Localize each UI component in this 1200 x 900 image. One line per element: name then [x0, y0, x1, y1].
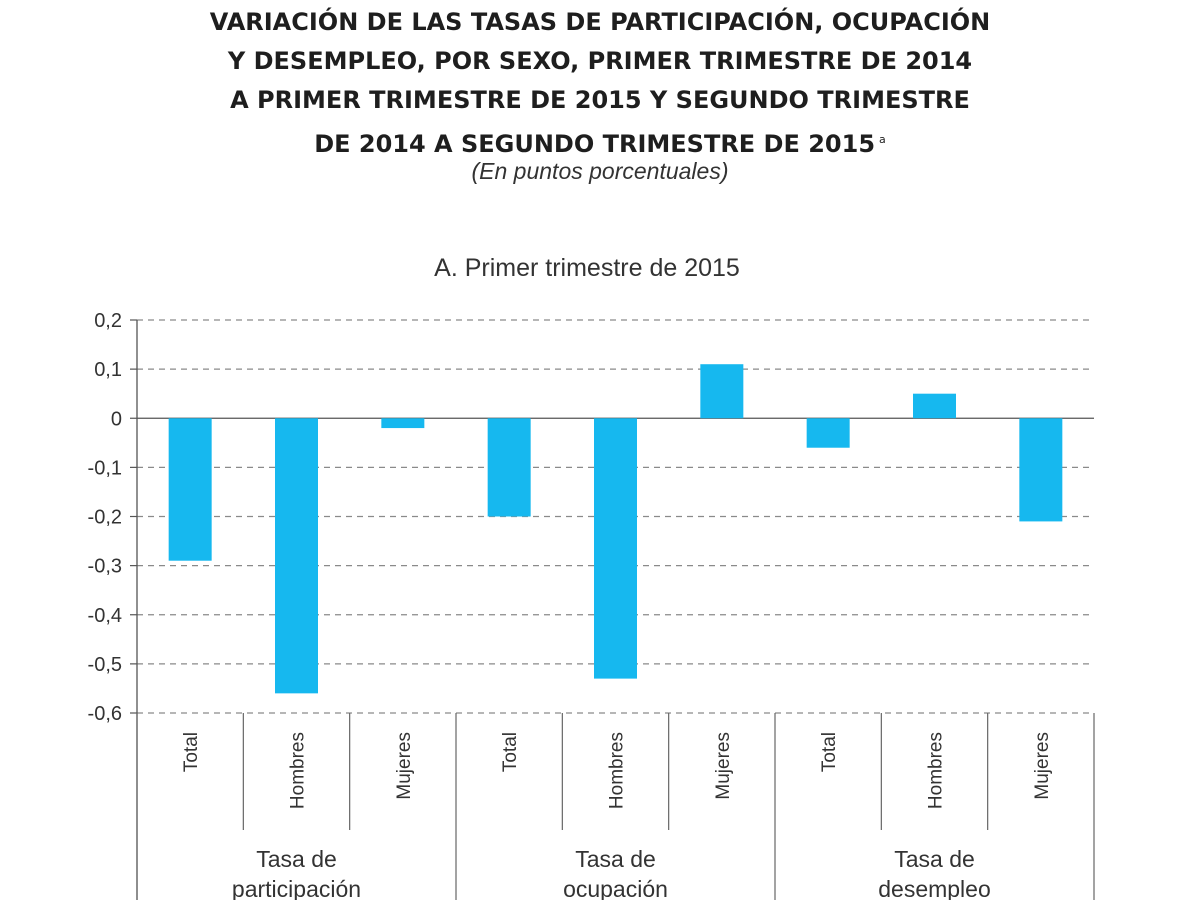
- axis-labels: 0,2 0,1 0 -0,1 -0,2 -0,3 -0,4 -0,5 -0,6 Total Homb…: [88, 310, 1053, 900]
- group-label: Tasa de: [256, 846, 337, 872]
- category-label: Hombres: [607, 732, 628, 809]
- bar: [1019, 418, 1063, 522]
- group-label: desempleo: [878, 876, 991, 900]
- category-label: Mujeres: [394, 732, 415, 800]
- category-label: Mujeres: [713, 732, 734, 800]
- category-label: Hombres: [926, 732, 947, 809]
- y-tick-label: -0,2: [88, 507, 122, 529]
- bar: [700, 364, 744, 419]
- bar: [275, 418, 318, 694]
- group-label: participación: [232, 876, 361, 900]
- bars: [168, 364, 1063, 694]
- group-label: Tasa de: [894, 846, 975, 872]
- bar: [381, 418, 425, 429]
- category-label: Total: [819, 732, 840, 772]
- title-line-text: DE 2014 A SEGUNDO TRIMESTRE DE 2015: [314, 130, 876, 158]
- category-label: Total: [500, 732, 521, 772]
- y-tick-label: 0: [111, 408, 122, 430]
- title-line: VARIACIÓN DE LAS TASAS DE PARTICIPACIÓN,…: [209, 8, 991, 36]
- bar: [487, 418, 531, 517]
- bar: [806, 418, 850, 448]
- title-line: DE 2014 A SEGUNDO TRIMESTRE DE 2015 a: [100, 120, 1100, 164]
- y-tick-label: -0,1: [88, 457, 122, 479]
- chart-title: A. Primer trimestre de 2015: [434, 254, 740, 282]
- bar: [913, 393, 956, 419]
- y-tick-label: 0,1: [94, 359, 122, 381]
- main-title: VARIACIÓN DE LAS TASAS DE PARTICIPACIÓN,…: [100, 3, 1100, 164]
- y-tick-label: 0,2: [94, 310, 122, 332]
- title-line: Y DESEMPLEO, POR SEXO, PRIMER TRIMESTRE …: [227, 47, 973, 75]
- subtitle: (En puntos porcentuales): [471, 158, 729, 184]
- title-footnote-marker: a: [879, 133, 886, 146]
- category-label: Hombres: [288, 732, 309, 809]
- y-tick-label: -0,3: [88, 556, 122, 578]
- bar: [594, 418, 637, 679]
- bar: [168, 418, 212, 561]
- title-line: A PRIMER TRIMESTRE DE 2015 Y SEGUNDO TRI…: [230, 86, 970, 114]
- group-label: ocupación: [563, 876, 668, 900]
- group-label: Tasa de: [575, 846, 656, 872]
- y-tick-label: -0,4: [88, 605, 122, 627]
- category-label: Mujeres: [1032, 732, 1053, 800]
- category-label: Total: [181, 732, 202, 772]
- y-tick-label: -0,6: [88, 703, 122, 725]
- y-tick-label: -0,5: [88, 654, 122, 676]
